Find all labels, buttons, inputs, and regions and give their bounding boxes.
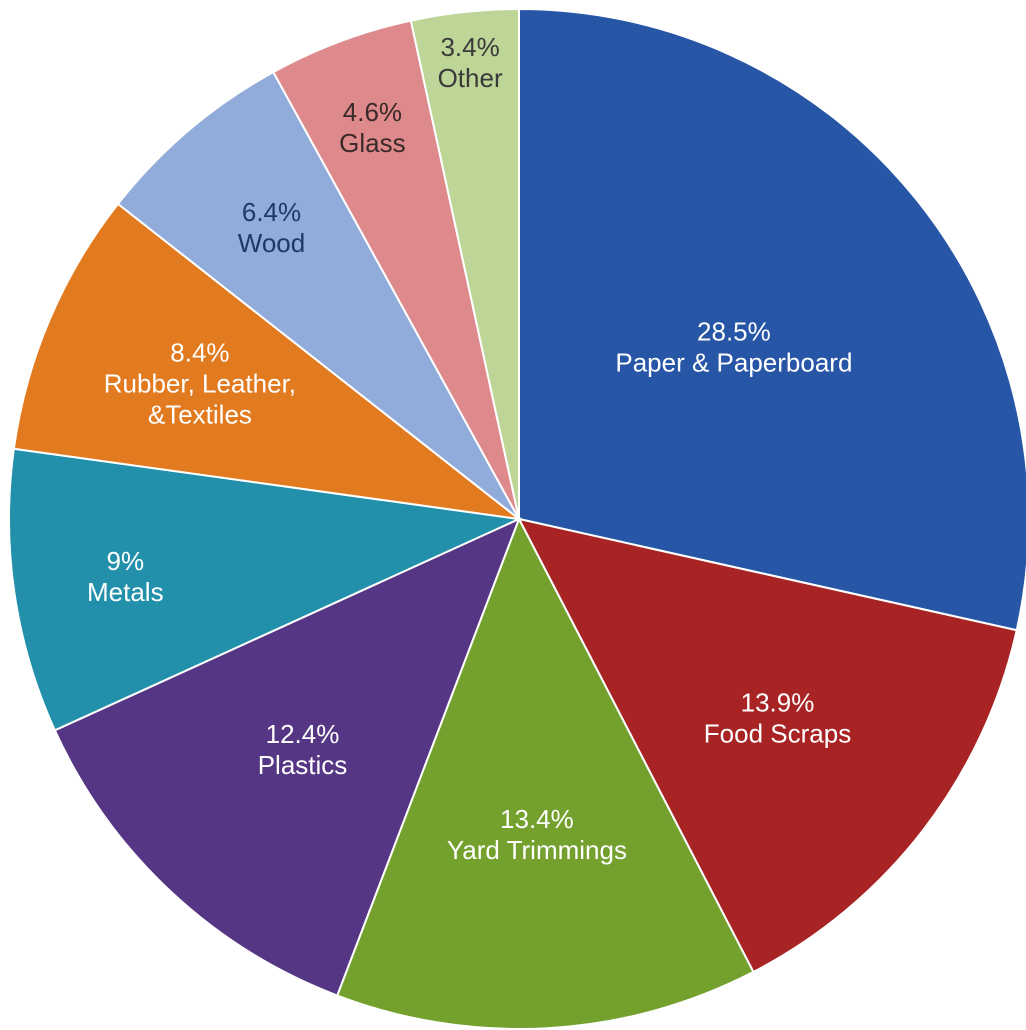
pie-slice-paper-paperboard: [518, 7, 1026, 632]
slice-label-paper-paperboard: 28.5% Paper & Paperboard: [615, 316, 852, 377]
slice-category-label: Metals: [87, 577, 164, 607]
slice-label-food-scraps: 13.9% Food Scraps: [704, 688, 851, 749]
slice-category-label: Other: [438, 63, 503, 93]
slice-value-label: 4.6%: [343, 97, 402, 127]
slice-label-wood: 6.4% Wood: [238, 197, 305, 258]
slice-category-label: Plastics: [258, 750, 348, 780]
slice-category-label: Yard Trimmings: [447, 835, 627, 865]
slice-label-plastics: 12.4% Plastics: [258, 719, 348, 780]
slice-category-label: Wood: [238, 228, 305, 258]
slice-label-metals: 9% Metals: [87, 546, 164, 607]
slice-label-glass: 4.6% Glass: [339, 97, 405, 158]
pie-slice-rubber-leather-textiles: [12, 202, 523, 521]
slice-category-label: Glass: [339, 128, 405, 158]
slice-category-label: Paper & Paperboard: [615, 347, 852, 377]
slice-value-label: 28.5%: [697, 316, 771, 346]
slice-value-label: 3.4%: [440, 32, 499, 62]
slice-category-label: &Textiles: [148, 399, 252, 429]
slice-value-label: 8.4%: [170, 337, 229, 367]
pie-slice-metals: [8, 447, 523, 732]
slice-value-label: 13.9%: [741, 688, 815, 718]
pie-slice-plastics: [53, 517, 521, 997]
pie-slice-food-scraps: [517, 517, 1018, 974]
slice-value-label: 13.4%: [500, 804, 574, 834]
slice-value-label: 12.4%: [266, 719, 340, 749]
pie-slice-wood: [116, 70, 520, 520]
pie-slice-yard-trimmings: [335, 516, 755, 1030]
slice-value-label: 9%: [107, 546, 145, 576]
slice-category-label: Rubber, Leather,: [104, 368, 296, 398]
slice-value-label: 6.4%: [242, 197, 301, 227]
slice-label-other: 3.4% Other: [438, 32, 503, 93]
slice-label-rubber-leather-textiles: 8.4% Rubber, Leather, &Textiles: [104, 337, 296, 429]
slice-category-label: Food Scraps: [704, 719, 851, 749]
slice-label-yard-trimmings: 13.4% Yard Trimmings: [447, 804, 627, 865]
pie-slice-other: [409, 7, 520, 520]
